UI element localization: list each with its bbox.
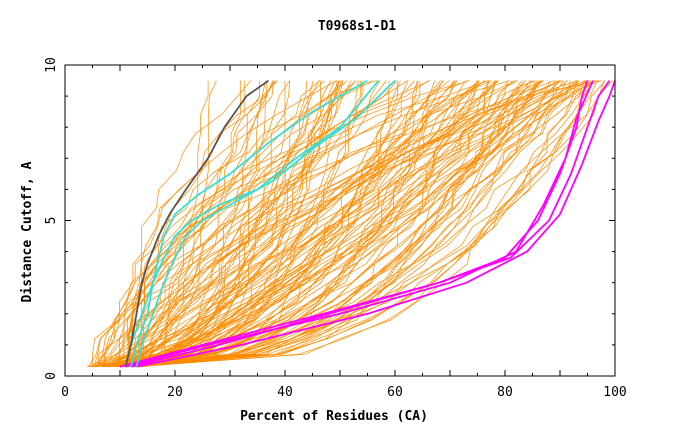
y-tick-label: 10 xyxy=(44,57,59,73)
orange-model-line xyxy=(108,80,401,368)
series-line-magenta-1 xyxy=(119,80,611,368)
orange-model-line xyxy=(115,80,458,368)
x-tick-label: 40 xyxy=(277,385,293,400)
orange-model-line xyxy=(102,80,513,368)
orange-model-line xyxy=(114,80,267,368)
orange-model-line xyxy=(126,80,398,368)
orange-model-line xyxy=(98,80,499,367)
orange-model-line xyxy=(139,80,595,368)
orange-model-line xyxy=(88,80,561,367)
y-tick-label: 5 xyxy=(44,217,59,225)
y-axis: 0 5 10 xyxy=(44,57,615,380)
orange-model-line xyxy=(133,80,588,367)
orange-model-line xyxy=(127,80,252,367)
orange-model-line xyxy=(117,80,480,368)
orange-model-line xyxy=(132,80,606,368)
orange-model-line xyxy=(103,80,526,368)
orange-model-line xyxy=(119,80,594,368)
orange-model-line xyxy=(109,80,321,367)
y-axis-label: Distance Cutoff, A xyxy=(20,161,35,302)
series-line-cyan-1 xyxy=(130,80,380,367)
orange-model-line xyxy=(101,80,569,368)
series-line-magenta-3 xyxy=(136,80,616,368)
x-tick-label: 60 xyxy=(387,385,403,400)
orange-model-line xyxy=(108,80,450,368)
series-line-cyan-3 xyxy=(124,79,368,367)
orange-model-line xyxy=(122,80,551,368)
orange-model-line xyxy=(114,80,431,367)
orange-model-line xyxy=(112,80,415,368)
orange-model-line xyxy=(139,80,544,368)
series-line-dark-1 xyxy=(124,79,270,367)
orange-model-line xyxy=(135,80,589,367)
orange-model-line xyxy=(108,80,555,368)
orange-line-group xyxy=(86,80,614,368)
orange-model-line xyxy=(128,80,492,367)
x-tick-label: 20 xyxy=(167,385,183,400)
orange-model-line xyxy=(127,80,532,367)
orange-model-line xyxy=(134,80,508,368)
orange-model-line xyxy=(137,80,614,368)
orange-model-line xyxy=(127,80,577,368)
orange-model-line xyxy=(120,80,499,367)
orange-model-line xyxy=(117,80,489,367)
orange-model-line xyxy=(123,80,337,367)
orange-model-line xyxy=(124,80,485,368)
orange-model-line xyxy=(114,80,595,368)
orange-model-line xyxy=(107,80,479,368)
orange-model-line xyxy=(121,80,526,368)
orange-model-line xyxy=(112,80,363,368)
orange-model-line xyxy=(127,80,563,367)
orange-model-line xyxy=(111,80,418,368)
orange-model-line xyxy=(96,80,341,367)
series-line-cyan-2 xyxy=(135,79,396,367)
orange-model-line xyxy=(93,80,544,368)
orange-model-line xyxy=(92,80,408,367)
orange-model-line xyxy=(102,80,352,368)
orange-model-line xyxy=(96,80,469,367)
orange-model-line xyxy=(130,80,602,367)
orange-model-line xyxy=(139,80,336,367)
orange-model-line xyxy=(142,80,344,367)
orange-model-line xyxy=(102,80,541,368)
x-axis-label: Percent of Residues (CA) xyxy=(240,409,428,424)
orange-model-line xyxy=(139,80,338,368)
orange-model-line xyxy=(103,80,436,368)
orange-model-line xyxy=(117,80,421,368)
y-tick-label: 0 xyxy=(44,372,59,380)
orange-model-line xyxy=(133,80,498,368)
orange-model-line xyxy=(122,80,539,368)
chart-title: T0968s1-D1 xyxy=(318,19,396,34)
x-tick-label: 100 xyxy=(603,385,626,400)
orange-model-line xyxy=(92,80,332,368)
orange-model-line xyxy=(142,80,535,368)
orange-model-line xyxy=(115,80,359,368)
orange-model-line xyxy=(142,80,209,368)
x-tick-label: 80 xyxy=(497,385,513,400)
orange-model-line xyxy=(105,80,467,368)
orange-model-line xyxy=(91,80,536,368)
highlighted-series xyxy=(119,79,616,368)
orange-model-line xyxy=(139,80,261,368)
x-axis: 0 20 40 60 80 100 xyxy=(61,65,627,400)
orange-model-line xyxy=(91,80,497,368)
series-line-magenta-4 xyxy=(125,80,594,368)
orange-model-line xyxy=(104,80,478,368)
orange-model-line xyxy=(124,80,217,368)
x-tick-label: 0 xyxy=(61,385,69,400)
orange-model-line xyxy=(117,80,598,368)
orange-model-line xyxy=(127,80,595,368)
orange-model-line xyxy=(117,80,291,368)
orange-model-line xyxy=(146,80,444,367)
orange-model-line xyxy=(95,80,543,368)
orange-model-line xyxy=(134,80,561,368)
orange-model-line xyxy=(113,80,241,368)
orange-model-line xyxy=(112,80,274,367)
orange-model-line xyxy=(118,80,490,368)
orange-model-line xyxy=(128,80,510,367)
